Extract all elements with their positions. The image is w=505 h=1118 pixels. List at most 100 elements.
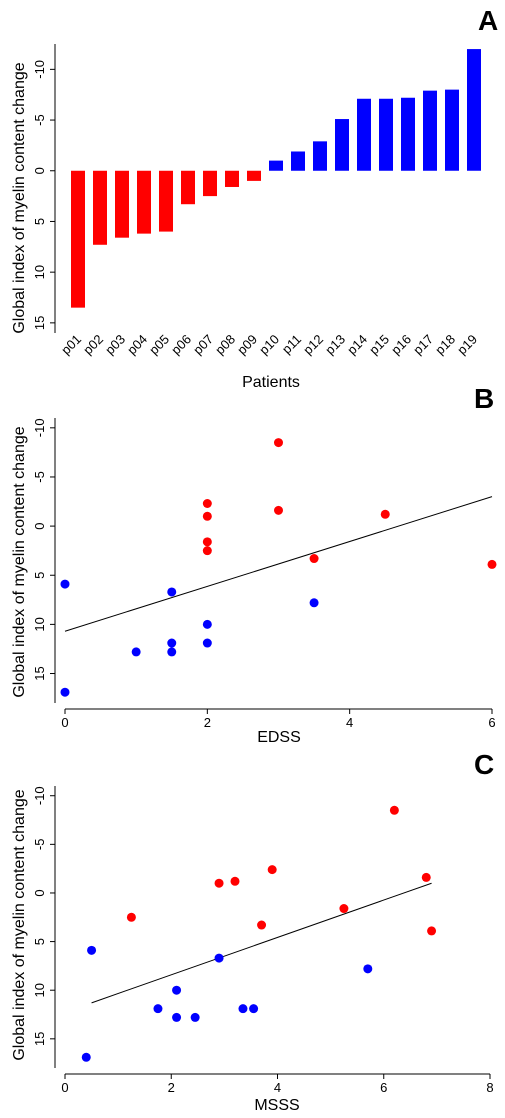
data-point: [267, 865, 277, 875]
y-tick-label: -10: [32, 418, 47, 437]
x-tick-label: p01: [58, 332, 84, 358]
bar: [423, 90, 437, 171]
y-tick-label: 10: [32, 265, 47, 279]
data-point: [167, 647, 177, 657]
x-tick-label: p09: [234, 332, 260, 358]
data-point: [380, 509, 390, 519]
x-tick-label: 2: [168, 1080, 175, 1095]
bar: [93, 170, 107, 245]
x-tick-label: p07: [190, 332, 216, 358]
x-tick-label: p17: [410, 332, 436, 358]
x-tick-label: 0: [61, 715, 68, 730]
data-point: [167, 587, 177, 597]
y-tick-label: 15: [32, 666, 47, 680]
x-tick-label: p15: [366, 332, 392, 358]
x-tick-label: p02: [80, 332, 106, 358]
bar: [335, 119, 349, 171]
y-tick-label: 5: [32, 572, 47, 579]
data-point: [238, 1004, 248, 1014]
bar: [159, 170, 173, 232]
y-tick-label: -10: [32, 786, 47, 805]
data-point: [167, 638, 177, 648]
data-point: [274, 438, 283, 448]
data-point: [190, 1012, 200, 1022]
data-point: [172, 1012, 182, 1022]
panel-a-chart: A Global index of myelin content change …: [11, 5, 498, 391]
panel-b-chart: B Global index of myelin content change …: [11, 383, 497, 746]
bar: [203, 170, 217, 197]
x-tick-label: 4: [274, 1080, 281, 1095]
y-tick-label: -5: [32, 471, 47, 483]
data-point: [249, 1004, 259, 1014]
data-point: [202, 619, 212, 629]
bar: [269, 160, 283, 171]
x-tick-label: p14: [344, 332, 370, 358]
data-point: [427, 926, 437, 936]
y-tick-label: 5: [32, 938, 47, 945]
data-point: [81, 1052, 91, 1062]
panel-a-x-axis-label: Patients: [242, 374, 300, 391]
y-tick-label: -5: [32, 839, 47, 851]
x-tick-label: 4: [346, 715, 353, 730]
y-tick-label: 0: [32, 889, 47, 896]
bar: [71, 170, 85, 308]
y-tick-label: 0: [32, 522, 47, 529]
data-point: [60, 687, 70, 697]
x-tick-label: p04: [124, 332, 150, 358]
data-point: [87, 945, 97, 955]
y-tick-label: 10: [32, 617, 47, 631]
panel-b-x-axis-label: EDSS: [257, 729, 301, 746]
panel-c-y-axis-label: Global index of myelin content change: [11, 789, 28, 1060]
data-point: [153, 1004, 163, 1014]
x-tick-label: p19: [454, 332, 480, 358]
data-point: [257, 920, 267, 930]
y-tick-label: 5: [32, 218, 47, 225]
panel-c-letter: C: [474, 749, 494, 780]
data-point: [309, 598, 319, 608]
bar: [291, 151, 305, 171]
y-tick-label: 10: [32, 983, 47, 997]
x-tick-label: p03: [102, 332, 128, 358]
y-tick-label: 15: [32, 1032, 47, 1046]
bar: [357, 98, 371, 171]
data-point: [274, 505, 283, 515]
x-tick-label: p08: [212, 332, 238, 358]
panel-b-letter: B: [474, 383, 494, 414]
regression-line: [64, 496, 493, 632]
data-point: [60, 579, 70, 589]
bar: [313, 141, 327, 171]
x-tick-label: p11: [279, 332, 304, 357]
data-point: [389, 805, 399, 815]
data-point: [214, 953, 224, 963]
bar: [247, 170, 261, 181]
x-tick-label: 2: [204, 715, 211, 730]
bar: [181, 170, 195, 205]
panel-c-chart: C Global index of myelin content change …: [11, 749, 494, 1114]
y-tick-label: 15: [32, 316, 47, 330]
data-point: [126, 912, 136, 922]
data-point: [131, 647, 141, 657]
bar: [137, 170, 151, 234]
data-point: [363, 964, 373, 974]
data-point: [172, 985, 182, 995]
y-tick-label: -10: [32, 60, 47, 79]
panel-a-y-axis-label: Global index of myelin content change: [11, 62, 28, 333]
data-point: [202, 499, 212, 508]
x-tick-label: p13: [322, 332, 348, 358]
panel-a-letter: A: [478, 5, 498, 36]
data-point: [230, 876, 240, 886]
panel-c-x-axis-label: MSSS: [254, 1097, 299, 1114]
data-point: [202, 537, 212, 547]
bar: [225, 170, 239, 187]
bar: [115, 170, 129, 238]
x-tick-label: p16: [388, 332, 414, 358]
regression-line: [91, 882, 432, 1004]
x-tick-label: p10: [256, 332, 282, 358]
x-tick-label: 0: [61, 1080, 68, 1095]
data-point: [309, 554, 319, 564]
data-point: [202, 638, 212, 648]
data-point: [487, 559, 497, 569]
bar: [445, 89, 459, 171]
bar: [401, 97, 415, 171]
